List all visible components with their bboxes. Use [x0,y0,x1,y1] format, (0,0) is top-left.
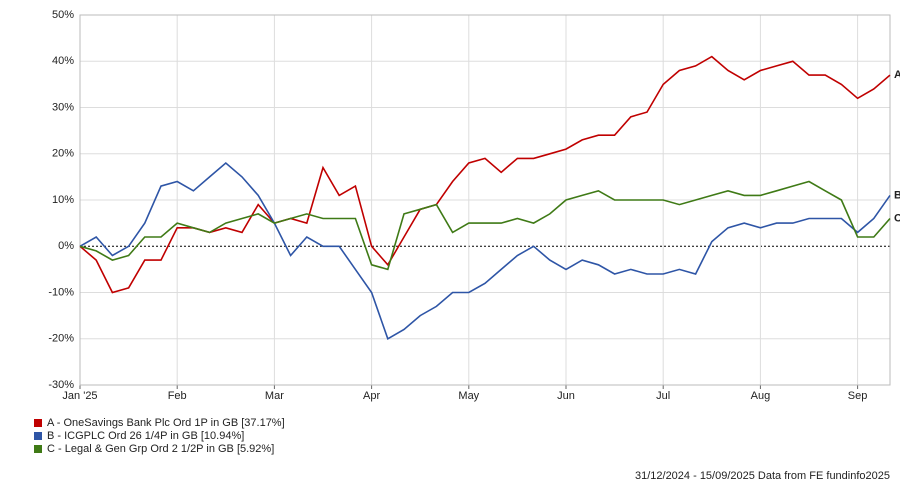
y-tick-label: 50% [52,9,74,21]
legend-swatch [34,432,42,440]
y-tick-label: -20% [48,333,74,345]
legend-swatch [34,445,42,453]
x-tick-label: Aug [751,390,771,402]
x-tick-label: Jul [656,390,670,402]
y-tick-label: -30% [48,379,74,391]
x-tick-label: Apr [363,390,380,402]
y-tick-label: 20% [52,148,74,160]
end-label: A [894,69,900,81]
x-tick-label: Feb [168,390,187,402]
y-tick-label: 40% [52,55,74,67]
legend-swatch [34,419,42,427]
end-label: C [894,212,900,224]
x-tick-label: Jan '25 [62,390,97,402]
legend-label: B - ICGPLC Ord 26 1/4P in GB [10.94%] [47,430,244,442]
y-tick-label: 30% [52,101,74,113]
legend-label: A - OneSavings Bank Plc Ord 1P in GB [37… [47,417,285,429]
x-tick-label: Sep [848,390,868,402]
legend-label: C - Legal & Gen Grp Ord 2 1/2P in GB [5.… [47,443,274,455]
series-line [79,161,891,340]
y-tick-label: 0% [58,240,74,252]
footer: 31/12/2024 - 15/09/2025 Data from FE fun… [635,470,890,482]
end-label: B [894,189,900,201]
y-tick-label: 10% [52,194,74,206]
x-tick-label: Jun [557,390,575,402]
x-tick-label: May [458,390,479,402]
series-line [79,55,891,294]
plot-border [79,14,891,386]
series-line [79,180,891,271]
y-tick-label: -10% [48,286,74,298]
x-tick-label: Mar [265,390,284,402]
